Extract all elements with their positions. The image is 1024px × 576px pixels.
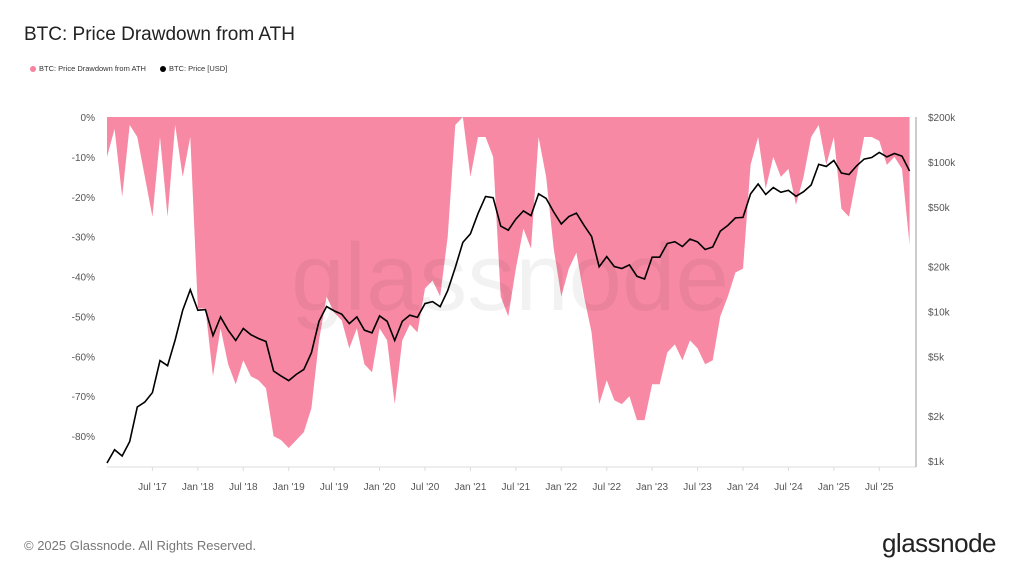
- y-right-tick-label: $1k: [928, 457, 945, 468]
- y-left-tick-label: -60%: [72, 352, 95, 363]
- x-tick-label: Jul '23: [683, 482, 712, 493]
- y-left-tick-label: -10%: [72, 153, 95, 164]
- chart-title: BTC: Price Drawdown from ATH: [24, 24, 295, 45]
- legend-swatch-drawdown: [30, 66, 36, 72]
- drawdown-area: [107, 117, 910, 449]
- y-right-tick-label: $100k: [928, 158, 956, 169]
- copyright: © 2025 Glassnode. All Rights Reserved.: [24, 538, 257, 553]
- legend-label-drawdown: BTC: Price Drawdown from ATH: [39, 64, 146, 73]
- brand-logo: glassnode: [881, 528, 997, 558]
- x-tick-label: Jan '24: [727, 482, 759, 493]
- x-tick-label: Jul '19: [320, 482, 349, 493]
- legend-swatch-price: [159, 66, 166, 72]
- y-right-tick-label: $50k: [928, 203, 951, 214]
- x-tick-label: Jan '20: [364, 482, 396, 493]
- legend: BTC: Price Drawdown from ATH BTC: Price …: [30, 64, 227, 73]
- x-tick-label: Jul '21: [502, 482, 531, 493]
- y-right-tick-label: $20k: [928, 263, 951, 274]
- legend-label-price: BTC: Price [USD]: [168, 64, 228, 73]
- x-tick-label: Jan '23: [636, 482, 668, 493]
- y-right-tick-label: $200k: [928, 113, 956, 124]
- y-right-tick-label: $10k: [928, 308, 951, 319]
- y-left-tick-label: -20%: [72, 193, 95, 204]
- x-tick-label: Jul '24: [774, 482, 803, 493]
- x-tick-label: Jul '20: [411, 482, 440, 493]
- y-left-tick-label: -80%: [72, 432, 95, 443]
- y-left-tick-label: 0%: [81, 113, 96, 124]
- legend-item-drawdown[interactable]: BTC: Price Drawdown from ATH: [30, 64, 146, 73]
- y-left-tick-label: -30%: [72, 233, 95, 244]
- y-right-tick-label: $5k: [928, 353, 945, 364]
- price-line: [106, 151, 911, 464]
- x-tick-label: Jul '18: [229, 482, 258, 493]
- x-tick-label: Jan '22: [545, 482, 577, 493]
- x-tick-label: Jan '21: [454, 482, 486, 493]
- y-left-tick-label: -50%: [72, 312, 95, 323]
- x-tick-label: Jan '25: [818, 482, 850, 493]
- watermark: glassnode: [291, 224, 729, 331]
- x-tick-label: Jul '25: [865, 482, 894, 493]
- x-tick-label: Jul '22: [592, 482, 621, 493]
- y-left-tick-label: -40%: [72, 273, 95, 284]
- y-left-tick-label: -70%: [72, 392, 95, 403]
- x-tick-label: Jul '17: [138, 482, 167, 493]
- y-right-tick-label: $2k: [928, 412, 945, 423]
- x-tick-label: Jan '19: [273, 482, 305, 493]
- legend-item-price[interactable]: BTC: Price [USD]: [159, 64, 228, 73]
- x-tick-label: Jan '18: [182, 482, 214, 493]
